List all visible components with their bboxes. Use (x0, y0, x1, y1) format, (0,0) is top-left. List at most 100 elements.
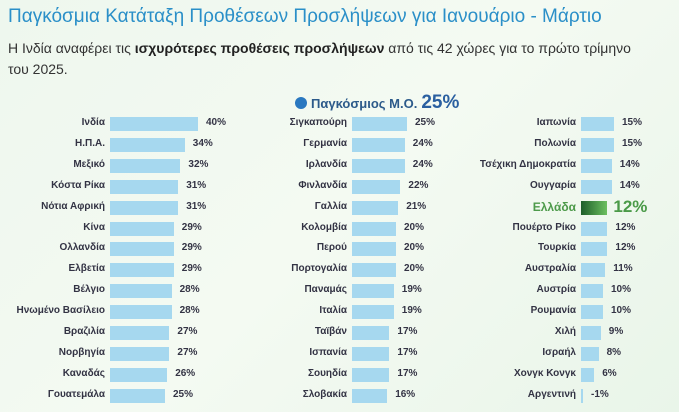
value-label: 12% (615, 242, 636, 254)
bar-row: Βέλγιο 28% (0, 284, 200, 299)
country-label: Ισραήλ (542, 346, 576, 358)
country-label: Πορτογαλία (291, 263, 347, 275)
bar-row: Σλοβακία 16% (0, 388, 415, 403)
bar (581, 305, 603, 320)
bar (352, 367, 390, 382)
bar-row: Πολωνία 15% (0, 137, 642, 152)
bar (581, 200, 608, 215)
bar-row: Ισπανία 17% (0, 346, 417, 361)
bar (110, 263, 174, 278)
bar-row: Βραζιλία 27% (0, 326, 197, 340)
bar-row: Γερμανία 24% (0, 137, 433, 152)
value-label: 32% (188, 158, 209, 170)
country-label: Ιταλία (319, 305, 347, 317)
bar (581, 179, 612, 194)
bar (110, 326, 170, 340)
bar-row: Χονγκ Κονγκ 6% (0, 367, 617, 382)
bar-row: Μεξικό 32% (0, 158, 208, 173)
bar-row: Ινδία 40% (0, 117, 226, 131)
bar-row: Ελλάδα 12% (0, 197, 648, 216)
country-label: Χιλή (554, 326, 576, 337)
value-label: 40% (206, 117, 227, 128)
value-label: 20% (404, 221, 425, 233)
country-label: Ηνωμένο Βασίλειο (16, 305, 106, 317)
country-label: Ισπανία (309, 346, 347, 358)
country-label: Αυστρία (536, 284, 576, 296)
global-average-label: Παγκόσμιος Μ.Ο. (311, 95, 418, 111)
bar-row: Ελβετία 29% (0, 263, 202, 278)
country-label: Ιρλανδία (305, 158, 347, 170)
bar (581, 158, 612, 173)
country-label: Ινδία (81, 117, 105, 128)
country-label: Γουατεμάλα (47, 388, 105, 400)
value-label: 14% (619, 158, 640, 170)
value-label: 27% (177, 346, 198, 358)
country-label: Κίνα (83, 221, 105, 233)
value-label: 26% (175, 367, 196, 379)
bar-row: Νορβηγία 27% (0, 346, 197, 361)
value-label: 27% (177, 326, 198, 337)
bar (352, 326, 390, 340)
bar-row: Πουέρτο Ρίκο 12% (0, 221, 635, 236)
bar-row: Σουηδία 17% (0, 367, 417, 382)
value-label: 15% (622, 137, 643, 149)
bar-row: Αργεντινή -1% (0, 388, 609, 403)
value-label: 25% (173, 388, 194, 400)
country-label: Αργεντινή (527, 388, 576, 400)
value-label: -1% (591, 388, 609, 400)
bar (352, 158, 405, 173)
global-average: Παγκόσμιος Μ.Ο. 25% (295, 92, 459, 114)
bar (110, 158, 181, 173)
bar (352, 117, 407, 131)
bar (352, 263, 396, 278)
bar-row: Σιγκαπούρη 25% (0, 117, 435, 131)
bar (581, 388, 583, 403)
country-label: Κολομβία (301, 221, 347, 233)
country-label: Μεξικό (73, 158, 105, 170)
value-label: 15% (622, 117, 643, 128)
value-label: 12% (615, 221, 636, 233)
country-label: Πουέρτο Ρίκο (512, 221, 576, 233)
value-label: 10% (611, 305, 632, 317)
bar (352, 137, 405, 152)
value-label: 29% (181, 221, 202, 233)
bar (581, 137, 614, 152)
country-label: Σουηδία (307, 367, 347, 379)
value-label: 14% (619, 179, 640, 191)
value-label: 28% (179, 305, 200, 317)
bar (110, 137, 185, 152)
chart-title: Παγκόσμια Κατάταξη Προθέσεων Προσλήψεων … (8, 6, 602, 27)
bar-row: Ρουμανία 10% (0, 305, 631, 320)
bar (581, 326, 601, 340)
bar (352, 200, 399, 215)
bar (110, 388, 165, 403)
bar-row: Κολομβία 20% (0, 221, 424, 236)
bar (110, 200, 179, 215)
value-label: 34% (192, 137, 213, 149)
country-label: Γερμανία (303, 137, 347, 149)
bar-row: Κόστα Ρίκα 31% (0, 179, 206, 194)
bar-row: Τσέχικη Δημοκρατία 14% (0, 158, 640, 173)
value-label: 20% (404, 263, 425, 275)
bar (352, 305, 394, 320)
bar-row: Νότια Αφρική 31% (0, 200, 206, 215)
country-label: Η.Π.Α. (75, 137, 105, 149)
bar-row: Ηνωμένο Βασίλειο 28% (0, 305, 200, 320)
value-label: 31% (186, 200, 207, 212)
country-label: Ρουμανία (530, 305, 576, 317)
country-label: Τσέχικη Δημοκρατία (479, 158, 576, 170)
country-label: Σιγκαπούρη (289, 117, 347, 128)
bar (110, 179, 179, 194)
country-label: Ολλανδία (59, 242, 105, 254)
country-label: Φινλανδία (298, 179, 347, 191)
global-average-value: 25% (421, 92, 460, 113)
bar (581, 117, 614, 131)
chart-subtitle: Η Ινδία αναφέρει τις ισχυρότερες προθέσε… (8, 38, 648, 80)
value-label: 8% (606, 346, 622, 358)
value-label: 11% (613, 263, 633, 275)
bar (110, 284, 172, 299)
bar-row: Καναδάς 26% (0, 367, 195, 382)
bar-row: Ισραήλ 8% (0, 346, 621, 361)
bar (110, 117, 198, 131)
value-label: 16% (395, 388, 416, 400)
